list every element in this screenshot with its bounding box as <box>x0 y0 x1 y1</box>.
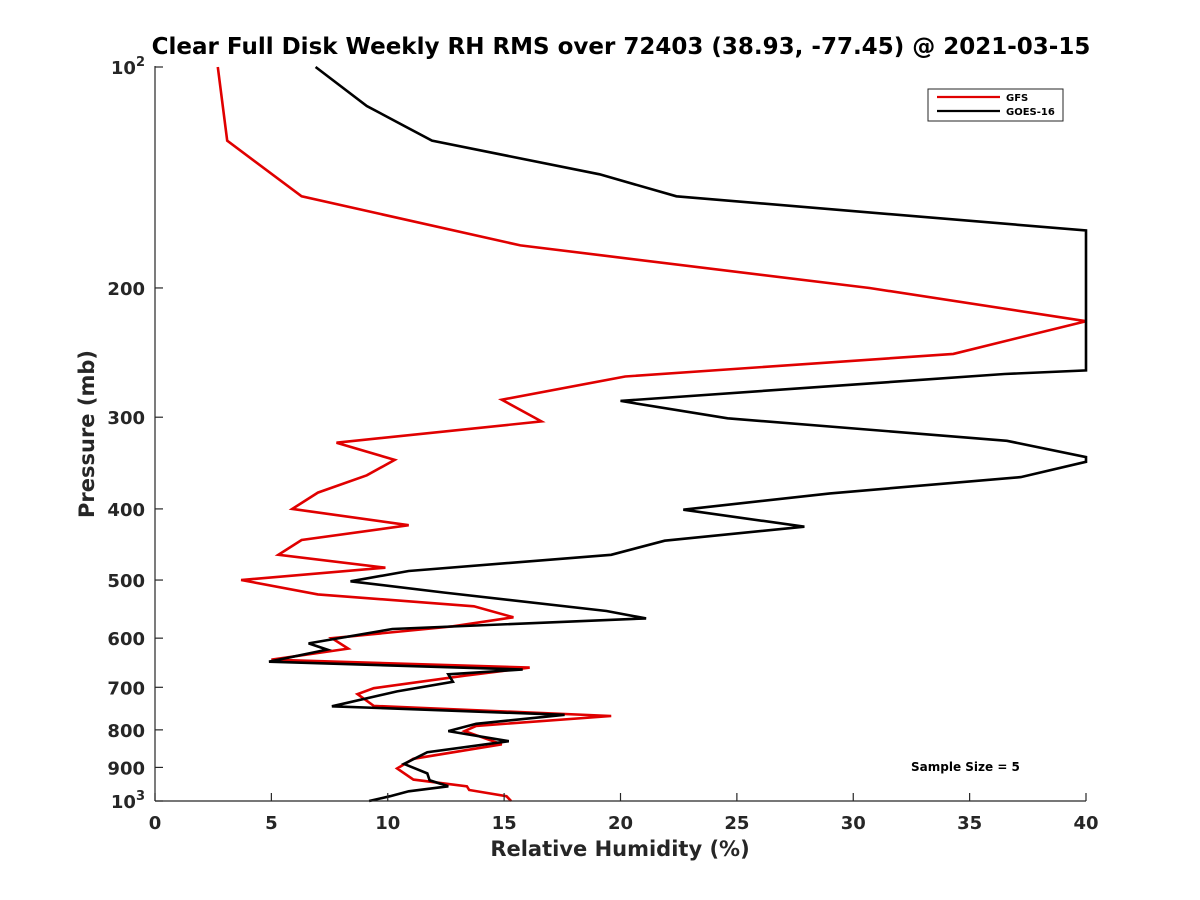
y-tick-label: 500 <box>107 571 145 592</box>
y-ticks: 102 200 300 400 500 600 700 800 900 103 <box>107 55 163 813</box>
x-tick-label: 35 <box>957 813 982 834</box>
x-axis-label: Relative Humidity (%) <box>490 837 749 861</box>
y-tick-label: 800 <box>107 721 145 742</box>
legend: GFS GOES-16 <box>927 88 1064 122</box>
series-line-gfs <box>216 66 1087 802</box>
x-tick-label: 30 <box>841 813 866 834</box>
chart-title: Clear Full Disk Weekly RH RMS over 72403… <box>152 34 1091 60</box>
y-tick-label: 103 <box>111 789 145 813</box>
y-tick-label: 300 <box>107 408 145 429</box>
x-tick-label: 25 <box>724 813 749 834</box>
y-tick-label: 102 <box>111 55 145 79</box>
x-tick-label: 0 <box>149 813 162 834</box>
series-layer <box>216 65 1088 803</box>
x-tick-label: 10 <box>375 813 400 834</box>
plot-area: 0 5 10 15 20 25 30 35 40 102 200 300 400 500 600 700 80… <box>107 55 1098 834</box>
x-tick-label: 40 <box>1073 813 1098 834</box>
series-line-goes16 <box>268 65 1088 803</box>
sample-size-annotation: Sample Size = 5 <box>911 760 1020 774</box>
y-tick-label: 400 <box>107 500 145 521</box>
axes-background <box>155 67 1086 801</box>
x-ticks: 0 5 10 15 20 25 30 35 40 <box>149 793 1099 834</box>
y-axis-label: Pressure (mb) <box>75 350 99 518</box>
legend-label-gfs: GFS <box>1006 93 1028 104</box>
y-tick-label: 900 <box>107 758 145 779</box>
y-tick-label: 700 <box>107 678 145 699</box>
legend-label-goes16: GOES-16 <box>1006 107 1055 118</box>
x-tick-label: 5 <box>265 813 278 834</box>
y-tick-label: 200 <box>107 279 145 300</box>
legend-box <box>927 88 1064 122</box>
x-tick-label: 15 <box>492 813 517 834</box>
x-tick-label: 20 <box>608 813 633 834</box>
y-tick-label: 600 <box>107 629 145 650</box>
